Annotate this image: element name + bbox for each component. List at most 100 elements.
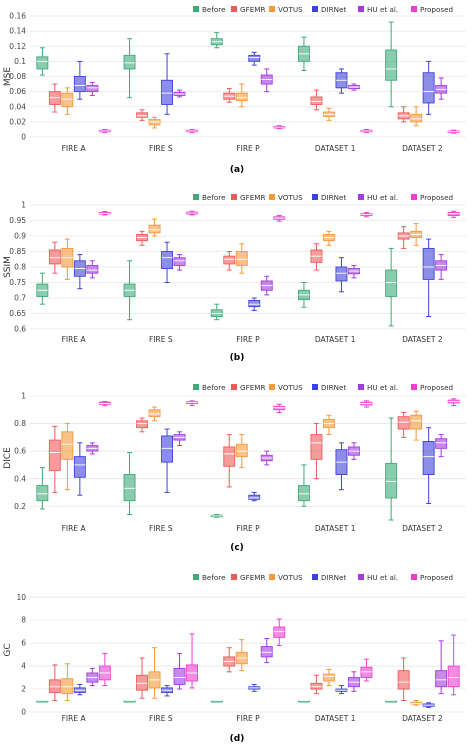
- category-label: DATASET 2: [402, 144, 443, 153]
- box-body: [385, 463, 398, 499]
- box-gfemr: [136, 657, 149, 699]
- box-votus: [61, 87, 74, 115]
- y-tick-label: 0.75: [9, 278, 26, 287]
- box-before: [298, 36, 310, 71]
- y-axis-label: SSIM: [3, 256, 13, 278]
- category-label: FIRE A: [62, 335, 87, 344]
- box-proposed: [360, 128, 373, 133]
- category-label: FIRE P: [236, 714, 260, 723]
- box-gfemr: [136, 417, 149, 433]
- legend-label: DIRNet: [321, 193, 346, 202]
- box-body: [148, 409, 161, 418]
- box-dirnet: [335, 68, 348, 94]
- box-dirnet: [248, 683, 261, 692]
- y-tick-label: 1: [21, 392, 26, 401]
- box-body: [73, 76, 86, 93]
- category-label: FIRE P: [236, 335, 260, 344]
- y-tick-label: 0.4: [14, 474, 26, 483]
- category-label: FIRE A: [62, 144, 87, 153]
- chart-panel-0: Before GFEMR VOTUS DIRNet HU et al. Proposed 0…: [3, 5, 466, 175]
- box-before: [123, 700, 136, 703]
- box-body: [136, 112, 149, 118]
- box-hu-et-al-: [435, 434, 448, 458]
- y-tick-label: 4: [21, 662, 26, 671]
- box-hu-et-al-: [260, 450, 273, 466]
- category-label: FIRE S: [149, 335, 173, 344]
- box-votus: [323, 414, 335, 436]
- y-tick-label: 0.08: [9, 72, 26, 81]
- box-gfemr: [48, 425, 61, 493]
- box-hu-et-al-: [260, 68, 273, 93]
- box-body: [61, 678, 74, 695]
- box-hu-et-al-: [435, 77, 448, 100]
- legend-swatch: [411, 6, 417, 12]
- category-label: FIRE S: [149, 144, 173, 153]
- box-dirnet: [422, 702, 435, 708]
- box-gfemr: [397, 412, 410, 438]
- box-votus: [410, 410, 423, 441]
- box-gfemr: [310, 243, 323, 271]
- legend-label: Before: [202, 193, 226, 202]
- legend-swatch: [269, 574, 275, 580]
- box-proposed: [98, 211, 111, 216]
- legend-swatch: [269, 384, 275, 390]
- box-gfemr: [310, 674, 323, 695]
- legend-swatch: [358, 6, 364, 12]
- legend-label: GFEMR: [240, 383, 265, 392]
- y-tick-label: 0.85: [9, 247, 26, 256]
- box-body: [273, 626, 286, 638]
- y-tick-label: 0.06: [9, 87, 26, 96]
- y-tick-label: 1: [21, 201, 26, 210]
- legend-swatch: [269, 6, 275, 12]
- legend-swatch: [193, 384, 199, 390]
- legend-label: VOTUS: [278, 193, 303, 202]
- box-proposed: [447, 398, 460, 407]
- box-gfemr: [48, 241, 61, 274]
- legend-label: Before: [202, 573, 226, 582]
- legend-swatch: [193, 574, 199, 580]
- y-tick-label: 10: [16, 593, 26, 602]
- box-proposed: [273, 618, 286, 646]
- category-label: DATASET 1: [315, 144, 356, 153]
- legend-label: Proposed: [420, 193, 453, 202]
- box-gfemr: [310, 89, 323, 111]
- box-proposed: [273, 215, 286, 222]
- box-proposed: [98, 401, 111, 407]
- box-dirnet: [248, 491, 261, 502]
- box-votus: [148, 406, 161, 422]
- panel-caption: (d): [230, 734, 245, 744]
- y-axis-label: MSE: [3, 67, 13, 86]
- box-body: [310, 434, 323, 460]
- box-hu-et-al-: [173, 89, 186, 98]
- box-votus: [148, 647, 161, 699]
- box-gfemr: [136, 109, 149, 121]
- legend-swatch: [358, 574, 364, 580]
- legend-swatch: [269, 194, 275, 200]
- y-axis-label: GC: [3, 643, 13, 656]
- category-label: DATASET 2: [402, 714, 443, 723]
- box-body: [385, 269, 398, 297]
- box-gfemr: [397, 106, 410, 123]
- box-votus: [61, 423, 74, 491]
- y-tick-label: 6: [21, 639, 26, 648]
- y-tick-label: 0.7: [14, 294, 26, 303]
- box-body: [260, 646, 273, 658]
- category-label: DATASET 2: [402, 335, 443, 344]
- box-gfemr: [310, 423, 323, 480]
- legend-label: VOTUS: [278, 5, 303, 14]
- box-body: [136, 674, 149, 691]
- box-body: [173, 667, 186, 685]
- y-tick-label: 0.16: [9, 12, 26, 21]
- box-votus: [61, 238, 74, 280]
- y-tick-label: 0.9: [14, 232, 26, 241]
- box-body: [161, 79, 174, 105]
- legend-label: DIRNet: [321, 383, 346, 392]
- y-tick-label: 0: [21, 133, 26, 142]
- box-body: [323, 673, 335, 682]
- category-label: DATASET 2: [402, 524, 443, 533]
- box-body: [48, 439, 61, 471]
- legend-swatch: [358, 384, 364, 390]
- box-body: [73, 456, 86, 478]
- box-dirnet: [422, 427, 435, 504]
